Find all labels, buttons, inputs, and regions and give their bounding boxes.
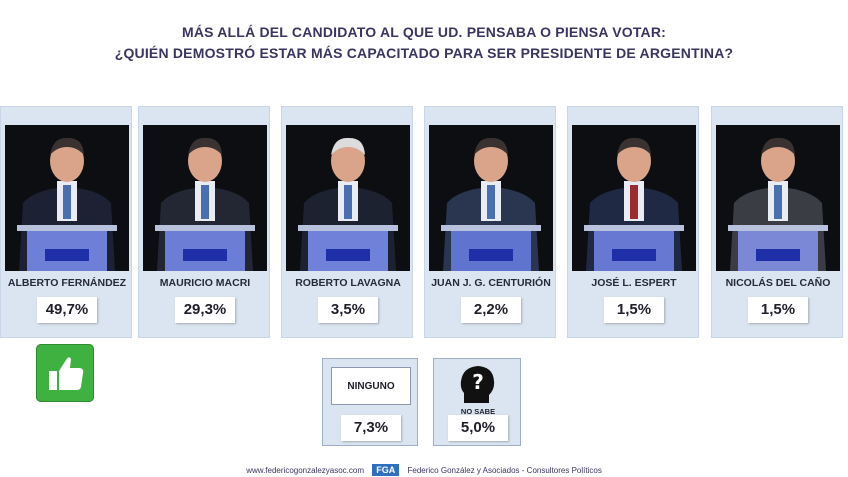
candidate-name: JOSÉ L. ESPERT (591, 277, 677, 289)
question-head-icon: ? (460, 366, 495, 403)
candidate-percentage: 1,5% (604, 297, 664, 323)
candidate-percentage: 29,3% (175, 297, 235, 323)
candidate-percentage: 49,7% (37, 297, 97, 323)
no-sabe-percentage: 5,0% (448, 415, 508, 441)
candidate-photo (716, 125, 840, 271)
ninguno-percentage: 7,3% (341, 415, 401, 441)
footer-company: Federico González y Asociados - Consulto… (407, 466, 602, 475)
candidate-card: ROBERTO LAVAGNA 3,5% (281, 106, 413, 338)
candidate-photo (286, 125, 410, 271)
candidate-card: NICOLÁS DEL CAÑO 1,5% (711, 106, 843, 338)
candidate-photo (5, 125, 129, 271)
candidate-card: JOSÉ L. ESPERT 1,5% (567, 106, 699, 338)
candidate-percentage: 3,5% (318, 297, 378, 323)
candidate-card: ALBERTO FERNÁNDEZ 49,7% (0, 106, 132, 338)
no-sabe-card: ? NO SABE 5,0% (433, 358, 521, 446)
footer-url[interactable]: www.federicogonzalezyasoc.com (246, 466, 365, 475)
candidate-photo (143, 125, 267, 271)
footer: www.federicogonzalezyasoc.com FGA Federi… (0, 464, 848, 476)
chart-title-line1: MÁS ALLÁ DEL CANDIDATO AL QUE UD. PENSAB… (181, 24, 667, 40)
candidate-card: MAURICIO MACRI 29,3% (138, 106, 270, 338)
candidate-name: ROBERTO LAVAGNA (295, 277, 401, 289)
candidate-name: MAURICIO MACRI (159, 277, 251, 289)
ninguno-card: NINGUNO 7,3% (322, 358, 418, 446)
candidate-percentage: 1,5% (748, 297, 808, 323)
ninguno-label: NINGUNO (331, 367, 411, 405)
candidate-photo (429, 125, 553, 271)
fga-logo: FGA (372, 464, 400, 476)
svg-text:?: ? (472, 370, 484, 394)
chart-title-line2: ¿QUIÉN DEMOSTRÓ ESTAR MÁS CAPACITADO PAR… (114, 45, 734, 61)
thumbs-up-icon (36, 344, 94, 402)
candidate-name: JUAN J. G. CENTURIÓN (431, 277, 551, 289)
candidate-name: NICOLÁS DEL CAÑO (725, 277, 831, 289)
candidate-name: ALBERTO FERNÁNDEZ (7, 277, 127, 289)
candidate-photo (572, 125, 696, 271)
candidate-card: JUAN J. G. CENTURIÓN 2,2% (424, 106, 556, 338)
candidate-percentage: 2,2% (461, 297, 521, 323)
no-sabe-label: NO SABE (460, 407, 496, 416)
